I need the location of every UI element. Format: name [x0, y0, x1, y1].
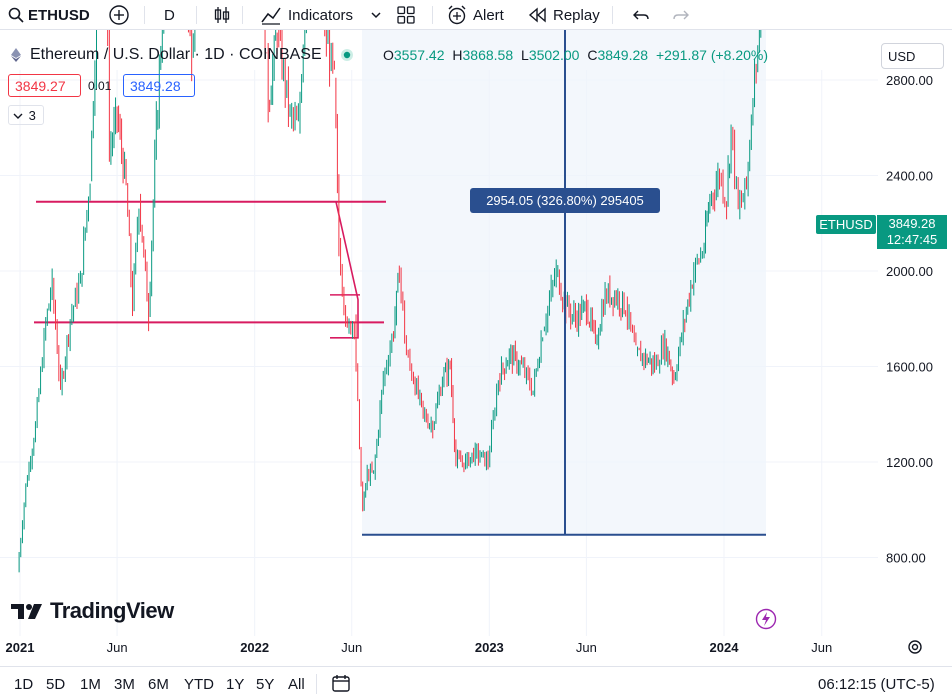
range-1y[interactable]: 1Y: [226, 676, 245, 693]
alert-label: Alert: [473, 6, 504, 24]
price-chart[interactable]: 800.00 1200.00 1600.00 2000.00 2400.00 2800.0…: [0, 30, 952, 666]
change-value: +291.87 (+8.20%): [655, 47, 769, 63]
x-tick-label: Jun: [341, 640, 362, 655]
ethereum-icon: [11, 48, 21, 62]
range-5d[interactable]: 5D: [46, 676, 66, 693]
range-1d[interactable]: 1D: [14, 676, 34, 693]
y-tick-label: 2400.00: [886, 169, 933, 184]
layouts-button[interactable]: [388, 0, 424, 30]
last-price-tag: 3849.28 12:47:45: [877, 215, 947, 249]
lightning-icon[interactable]: [755, 608, 777, 630]
symbol-legend: Ethereum / U.S. Dollar · 1D · COINBASE: [8, 46, 354, 64]
symbol-search[interactable]: ETHUSD: [0, 0, 98, 30]
range-all[interactable]: All: [288, 676, 305, 693]
plus-circle-icon: [109, 5, 129, 25]
sell-price-box[interactable]: 3849.27: [8, 74, 81, 97]
x-tick-label: Jun: [107, 640, 128, 655]
range-1m[interactable]: 1M: [80, 676, 101, 693]
x-tick-label: 2022: [240, 640, 269, 655]
market-status-icon: [340, 49, 353, 61]
y-tick-label: 2800.00: [886, 73, 933, 88]
x-tick-label: Jun: [576, 640, 597, 655]
symbol-label: ETHUSD: [28, 6, 90, 24]
replay-label: Replay: [553, 6, 600, 24]
undo-button[interactable]: [624, 0, 658, 30]
chevron-down-icon: [13, 113, 23, 119]
legend-title: Ethereum / U.S. Dollar · 1D · COINBASE: [30, 46, 322, 63]
candles-icon: [214, 7, 230, 23]
currency-select[interactable]: USD: [881, 43, 944, 69]
ohlc-values: O3557.42 H3868.58 L3502.00 C3849.28 +291…: [383, 47, 769, 63]
alarm-clock-icon: [448, 5, 466, 25]
top-toolbar: ETHUSD D Indicators Alert Replay: [0, 0, 952, 30]
bottom-toolbar: 1D 5D 1M 3M 6M YTD 1Y 5Y All 06:12:15 (UTC-5): [0, 666, 952, 700]
horizontal-lines: [34, 200, 386, 339]
indicators-collapse-button[interactable]: 3: [8, 105, 44, 125]
indicators-dropdown[interactable]: [362, 0, 390, 30]
search-icon: [8, 7, 24, 23]
indicators-icon: [261, 7, 281, 25]
replay-button[interactable]: Replay: [520, 0, 608, 30]
buy-price-box[interactable]: 3849.28: [123, 74, 195, 97]
x-tick-label: 2021: [6, 640, 35, 655]
price-series: [18, 30, 762, 573]
high-value: 3868.58: [462, 47, 514, 63]
range-3m[interactable]: 3M: [114, 676, 135, 693]
symbol-price-tag: ETHUSD: [816, 215, 876, 234]
y-tick-label: 1600.00: [886, 360, 933, 375]
low-value: 3502.00: [528, 47, 580, 63]
clock-display[interactable]: 06:12:15 (UTC-5): [818, 676, 935, 693]
range-5y[interactable]: 5Y: [256, 676, 275, 693]
flag-pattern: [330, 201, 359, 339]
spread-value: 0.01: [88, 79, 112, 93]
y-tick-label: 2000.00: [886, 264, 933, 279]
calendar-icon[interactable]: [331, 673, 351, 693]
open-value: 3557.42: [393, 47, 445, 63]
gear-icon[interactable]: [906, 638, 924, 656]
measure-tool: [362, 30, 766, 536]
close-value: 3849.28: [597, 47, 649, 63]
price-axis: 800.00 1200.00 1600.00 2000.00 2400.00 2800.0…: [886, 73, 933, 566]
range-6m[interactable]: 6M: [148, 676, 169, 693]
replay-icon: [528, 7, 546, 23]
grid-icon: [397, 6, 415, 24]
x-tick-label: 2024: [710, 640, 740, 655]
interval-button[interactable]: D: [156, 0, 183, 30]
chart-type-button[interactable]: [204, 0, 240, 30]
indicators-button[interactable]: Indicators: [252, 0, 361, 30]
bar-countdown: 12:47:45: [886, 232, 938, 247]
indicators-label: Indicators: [288, 6, 354, 24]
redo-icon: [673, 10, 689, 20]
interval-label: D: [164, 6, 175, 24]
alert-button[interactable]: Alert: [438, 0, 512, 30]
range-ytd[interactable]: YTD: [184, 676, 214, 693]
redo-button[interactable]: [664, 0, 698, 30]
y-tick-label: 800.00: [886, 551, 926, 566]
time-axis: 2021 Jun 2022 Jun 2023 Jun 2024 Jun: [6, 640, 833, 655]
compare-button[interactable]: [100, 0, 138, 30]
measure-label: 2954.05 (326.80%) 295405: [470, 188, 660, 213]
chevron-down-icon: [371, 12, 381, 19]
y-tick-label: 1200.00: [886, 455, 933, 470]
tradingview-logo[interactable]: TradingView: [10, 598, 174, 624]
x-tick-label: Jun: [811, 640, 832, 655]
last-price: 3849.28: [888, 216, 936, 231]
undo-icon: [633, 10, 649, 20]
tradingview-logo-icon: [11, 604, 42, 619]
x-tick-label: 2023: [475, 640, 504, 655]
